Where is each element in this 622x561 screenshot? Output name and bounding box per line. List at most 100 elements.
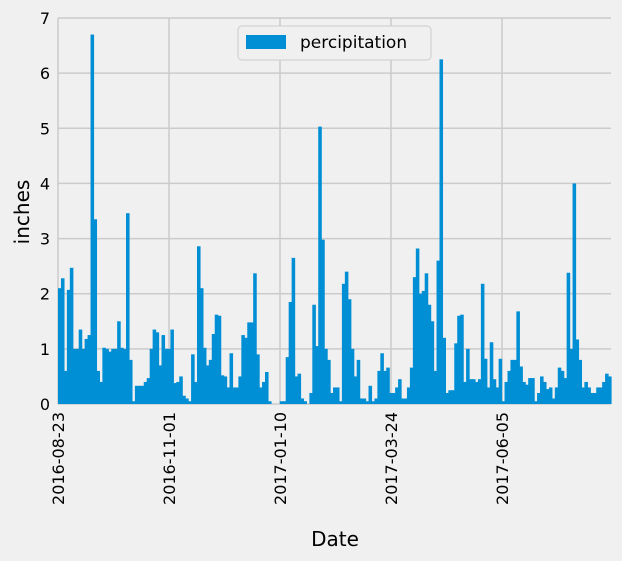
bar: [445, 392, 449, 404]
bar: [297, 373, 302, 404]
bar: [247, 322, 251, 404]
bar: [371, 401, 376, 404]
bar: [350, 348, 355, 404]
bar: [566, 272, 571, 404]
y-tick-label: 7: [40, 9, 50, 28]
bar: [164, 348, 169, 404]
bar: [389, 392, 393, 404]
bar: [131, 401, 136, 404]
bar: [232, 387, 237, 404]
bar: [318, 126, 322, 404]
bar: [152, 329, 157, 404]
bar: [282, 401, 287, 404]
bar: [344, 271, 349, 404]
bar: [90, 34, 95, 405]
bar: [457, 315, 461, 404]
tick-labels: 0 1 2 3 4 5 6 7 2016-08-23 2016-11-01 2017-01-10 20…: [40, 9, 512, 505]
bar: [472, 379, 476, 404]
bar: [501, 401, 506, 404]
bar: [256, 354, 260, 404]
bar: [235, 387, 239, 404]
bar: [398, 379, 402, 404]
bar: [448, 390, 452, 404]
bar: [581, 387, 585, 404]
bar: [327, 359, 331, 404]
x-tick-label: 2017-03-24: [382, 412, 401, 505]
bar: [424, 273, 429, 404]
y-axis-label: inches: [10, 180, 34, 245]
bar: [525, 384, 529, 404]
bar: [578, 359, 583, 404]
bar: [341, 283, 346, 404]
bar: [229, 353, 234, 404]
bar: [93, 219, 98, 404]
bar: [179, 376, 183, 404]
bar: [335, 387, 340, 404]
bar: [149, 348, 154, 404]
bar: [516, 311, 520, 404]
bar: [238, 376, 242, 404]
bar: [451, 390, 455, 404]
bar: [504, 381, 509, 404]
bar: [575, 339, 580, 404]
bar: [395, 387, 399, 404]
bar: [605, 373, 609, 404]
bar: [596, 387, 600, 404]
y-tick-label: 1: [40, 340, 50, 359]
bar: [436, 260, 441, 404]
bar: [534, 401, 538, 404]
bar: [312, 304, 316, 404]
bar: [265, 372, 269, 404]
bar: [279, 401, 284, 404]
bar: [545, 389, 550, 404]
bar: [510, 359, 515, 404]
bar: [401, 398, 405, 404]
bar: [324, 348, 328, 404]
bar: [111, 348, 115, 404]
bar: [480, 283, 485, 404]
bar: [418, 293, 423, 404]
bar: [430, 321, 435, 404]
bar: [548, 387, 553, 404]
bar: [415, 248, 420, 404]
x-tick-label: 2016-11-01: [160, 412, 179, 505]
bar: [167, 348, 171, 404]
bar: [114, 348, 118, 404]
bar: [285, 357, 290, 404]
y-tick-label: 4: [40, 174, 50, 193]
bar: [309, 392, 313, 404]
bar: [572, 183, 577, 404]
bar: [250, 322, 254, 404]
bar: [338, 401, 343, 404]
bar: [483, 358, 488, 404]
bar: [477, 379, 482, 404]
legend: percipitation: [237, 25, 432, 61]
bar: [427, 304, 432, 404]
bar: [105, 348, 109, 404]
bar: [421, 290, 426, 404]
bar: [374, 398, 378, 404]
bar: [120, 347, 124, 404]
bar: [333, 387, 337, 404]
bar: [176, 381, 180, 404]
bar: [173, 383, 177, 404]
bar: [128, 359, 133, 404]
y-tick-label: 3: [40, 230, 50, 249]
bar: [291, 257, 296, 404]
bar: [205, 365, 210, 404]
bar: [117, 321, 121, 404]
y-tick-label: 2: [40, 285, 50, 304]
bar: [137, 385, 142, 404]
bar: [300, 398, 305, 404]
x-tick-label: 2017-06-05: [493, 412, 512, 505]
bar: [489, 342, 494, 404]
bar: [81, 348, 86, 404]
bar: [87, 335, 92, 404]
bar: [584, 381, 588, 404]
bar: [377, 370, 381, 404]
bar: [356, 359, 361, 404]
bar: [522, 381, 526, 404]
bar: [155, 332, 160, 404]
bar: [78, 329, 83, 404]
